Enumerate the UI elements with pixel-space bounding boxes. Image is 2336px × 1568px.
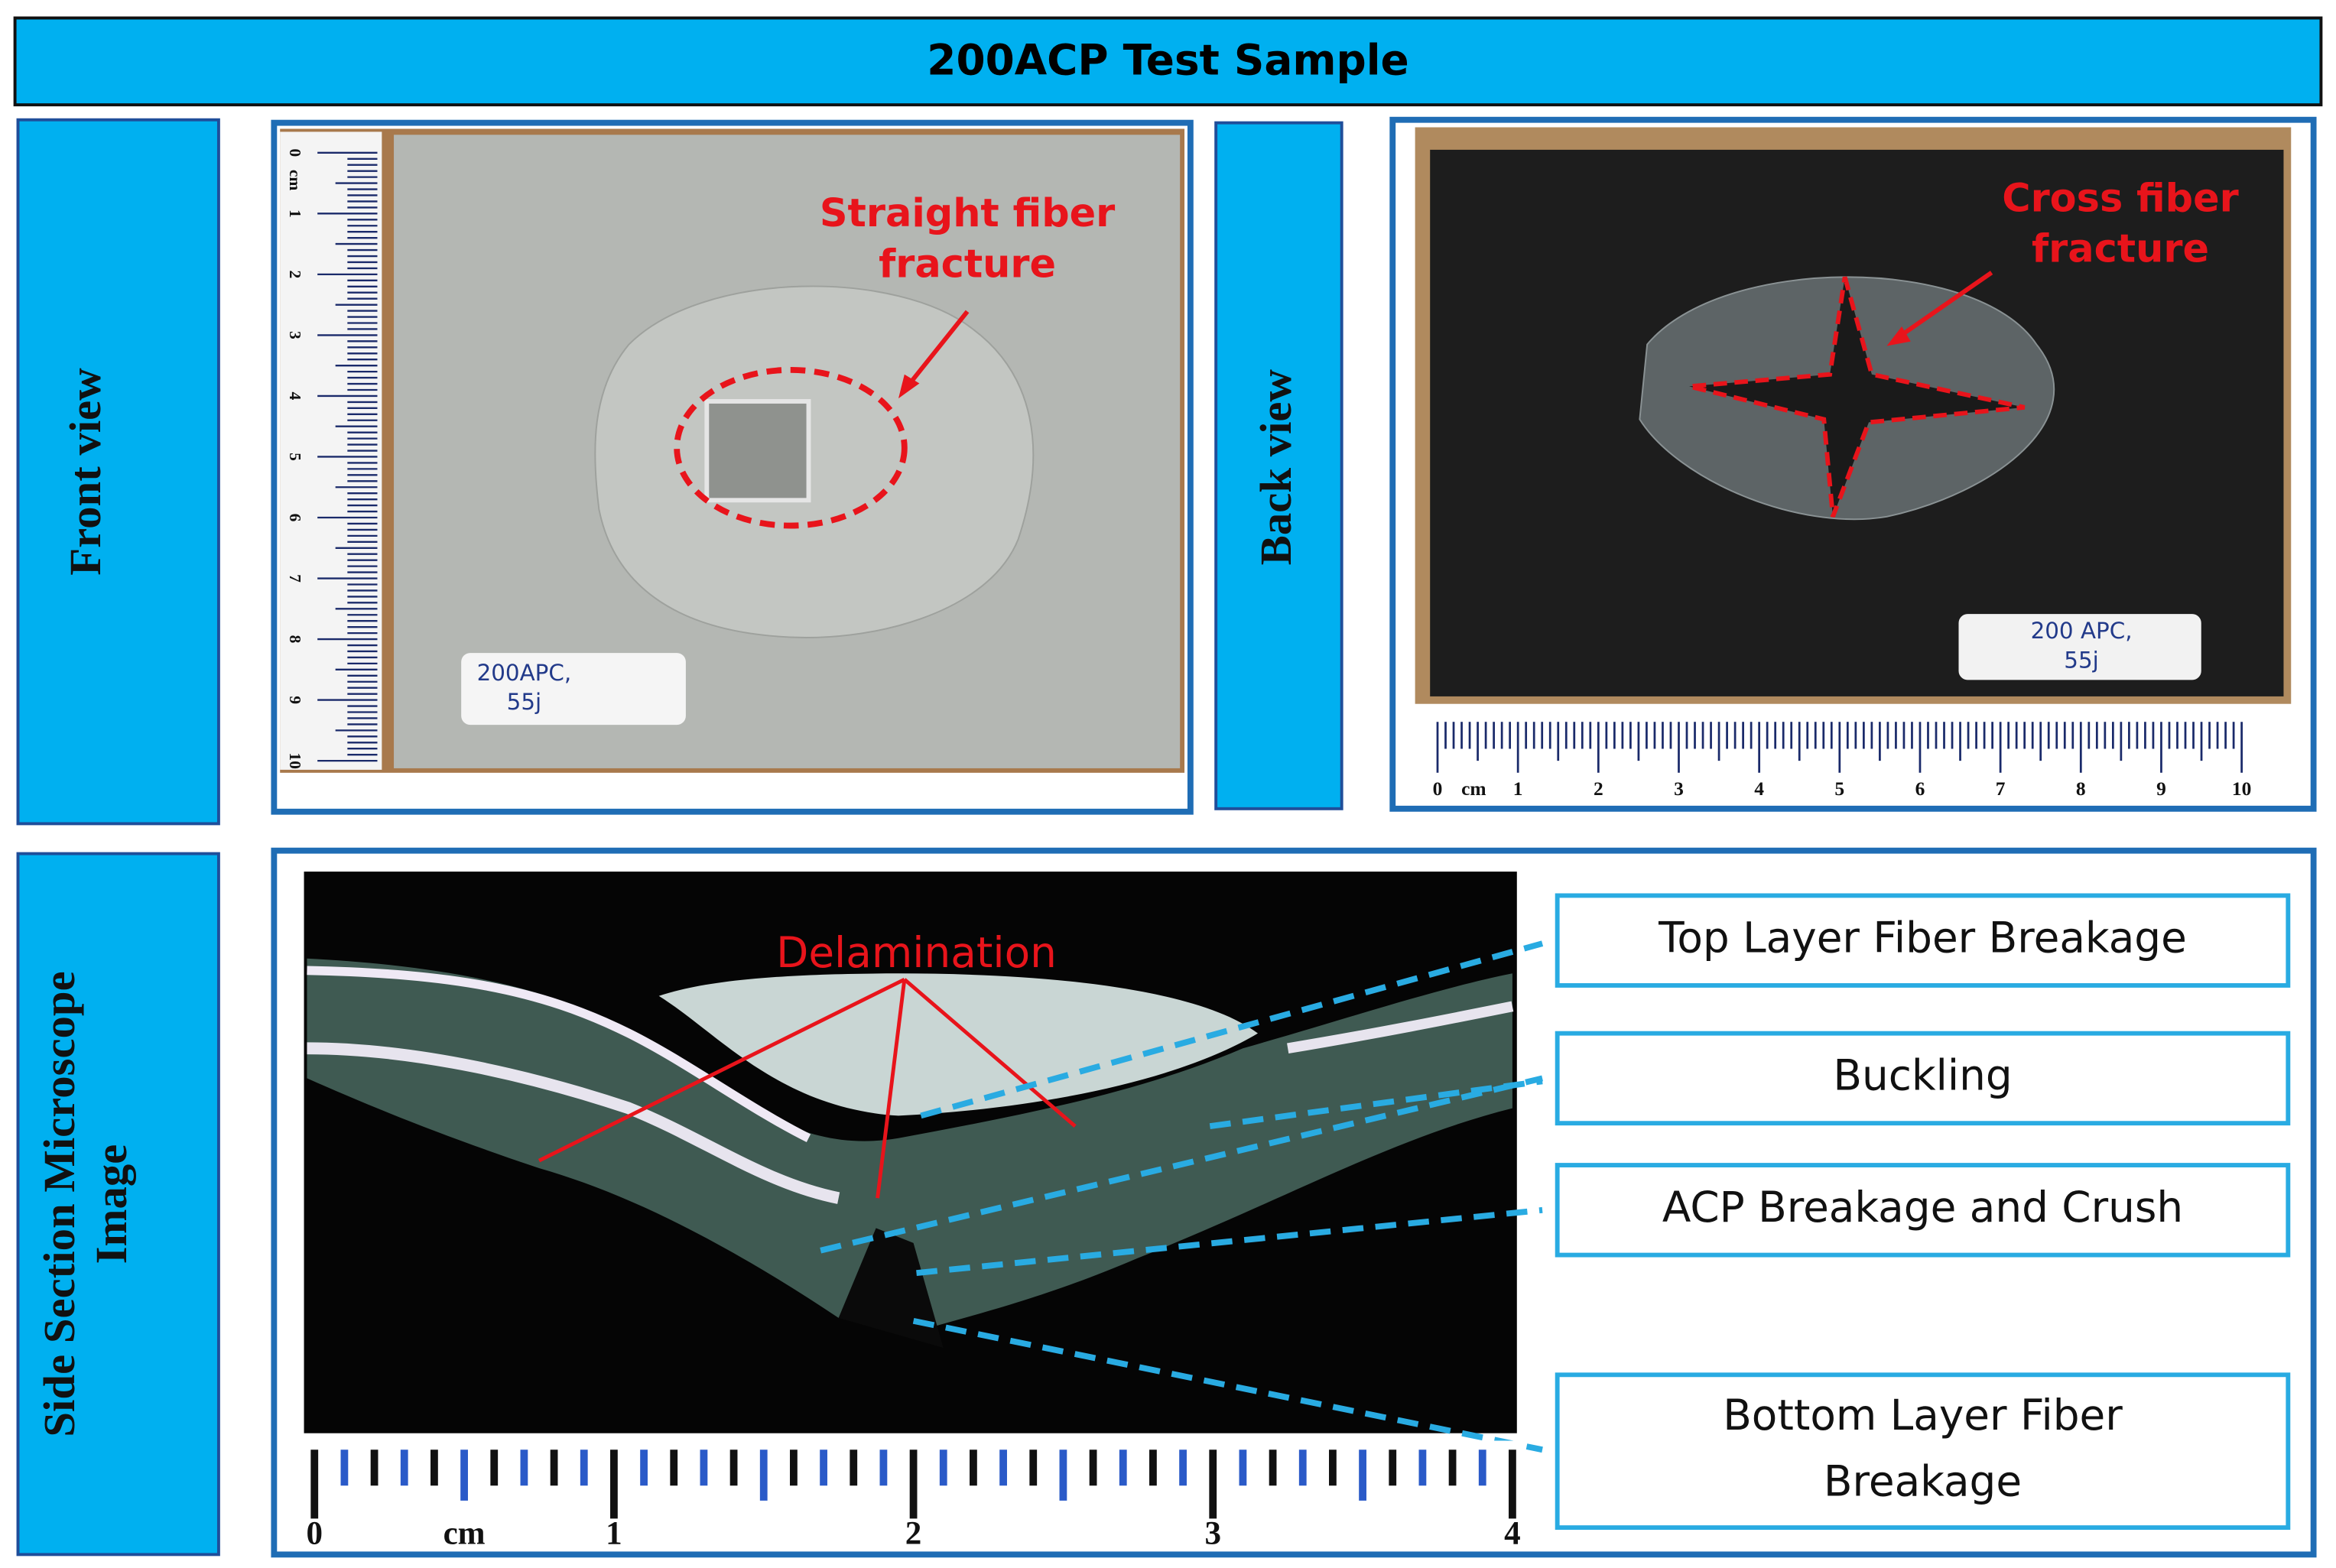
fiber-layer — [1287, 1001, 1514, 1054]
row-label-box — [16, 118, 220, 826]
ruler-label: 0 — [1433, 778, 1443, 800]
callout-text: Breakage — [1824, 1456, 2022, 1505]
annotation: Cross fiber — [2002, 176, 2239, 221]
ruler-label: 9 — [2156, 778, 2166, 800]
ruler-label: 10 — [286, 752, 304, 769]
ruler-label: 3 — [1204, 1516, 1221, 1552]
callout-text: ACP Breakage and Crush — [1662, 1183, 2183, 1232]
ruler-label: 9 — [286, 696, 304, 704]
callout-text: Bottom Layer Fiber — [1723, 1391, 2123, 1440]
row-label: Side Section Microscope — [34, 971, 84, 1437]
ruler-label: 1 — [1513, 778, 1523, 800]
buckled-layer — [658, 973, 1258, 1116]
ruler-label: 5 — [1834, 778, 1844, 800]
callout-box — [1555, 1031, 2291, 1126]
ruler-unit: cm — [286, 170, 304, 191]
ruler-label: 8 — [286, 635, 304, 644]
sample-tag-text: 55j — [507, 689, 542, 715]
fiber-layer — [307, 966, 811, 1143]
header-title: 200ACP Test Sample — [927, 35, 1408, 84]
ruler-label: 7 — [1996, 778, 2006, 800]
impact-zone — [594, 285, 1035, 638]
sample-tag — [1958, 614, 2201, 680]
ruler-label: 5 — [286, 453, 304, 461]
ruler-label: 7 — [286, 574, 304, 583]
ruler-label: 3 — [1674, 778, 1684, 800]
callout-text: Buckling — [1833, 1051, 2012, 1100]
annotation-arrows — [538, 977, 1077, 1199]
ruler-label: 8 — [2076, 778, 2086, 800]
crush-zone — [838, 1228, 944, 1349]
ruler-label: 1 — [606, 1516, 622, 1552]
ruler-label: 2 — [1594, 778, 1603, 800]
ruler-label: 4 — [1504, 1516, 1521, 1552]
ruler-unit: cm — [443, 1516, 486, 1552]
annotation: Straight fiber — [820, 191, 1115, 236]
sample-tag-text: 200 APC, — [2031, 618, 2133, 644]
annotation: fracture — [2032, 227, 2209, 272]
annotation-arrow — [905, 310, 970, 388]
callout-text: Top Layer Fiber Breakage — [1658, 913, 2187, 962]
ruler-label: 6 — [1915, 778, 1925, 800]
callout-box — [1555, 1163, 2291, 1258]
fracture-outline — [1688, 276, 2026, 518]
header-bar — [13, 16, 2323, 107]
sample-tag — [461, 653, 686, 726]
annotation: Delamination — [776, 928, 1057, 977]
ruler-label: 4 — [286, 392, 304, 401]
row-label: Back view — [1251, 368, 1301, 565]
arrow-head — [898, 374, 920, 399]
callout-box — [1555, 1372, 2291, 1531]
ruler-label: 4 — [1754, 778, 1764, 800]
ruler-label: 3 — [286, 331, 304, 339]
annotation-arrow — [1897, 271, 1993, 339]
row-label: Image — [86, 1144, 136, 1264]
fiber-layer — [307, 1042, 840, 1204]
ruler-label: 6 — [286, 514, 304, 522]
sample-tag-text: 200APC, — [477, 660, 572, 686]
ruler-label: 2 — [905, 1516, 922, 1552]
row-label-box — [16, 852, 220, 1557]
ruler-label: 0 — [286, 148, 304, 157]
callout-box — [1555, 893, 2291, 988]
ruler-label: 10 — [2232, 778, 2251, 800]
ruler-label: 0 — [306, 1516, 323, 1552]
ruler-label: 2 — [286, 270, 304, 278]
row-label-box — [1214, 121, 1343, 810]
annotation: fracture — [879, 242, 1056, 287]
laminate — [307, 958, 1512, 1333]
callout-leaders — [820, 940, 1544, 1453]
fracture-outline — [674, 366, 908, 529]
impact-hole — [704, 399, 811, 503]
sample-tag-text: 55j — [2064, 647, 2099, 673]
ruler — [1422, 711, 2254, 804]
ruler-unit: cm — [1461, 778, 1486, 800]
arrow-head — [1886, 326, 1911, 346]
row-label: Front view — [60, 368, 110, 576]
ruler-label: 1 — [286, 209, 304, 218]
